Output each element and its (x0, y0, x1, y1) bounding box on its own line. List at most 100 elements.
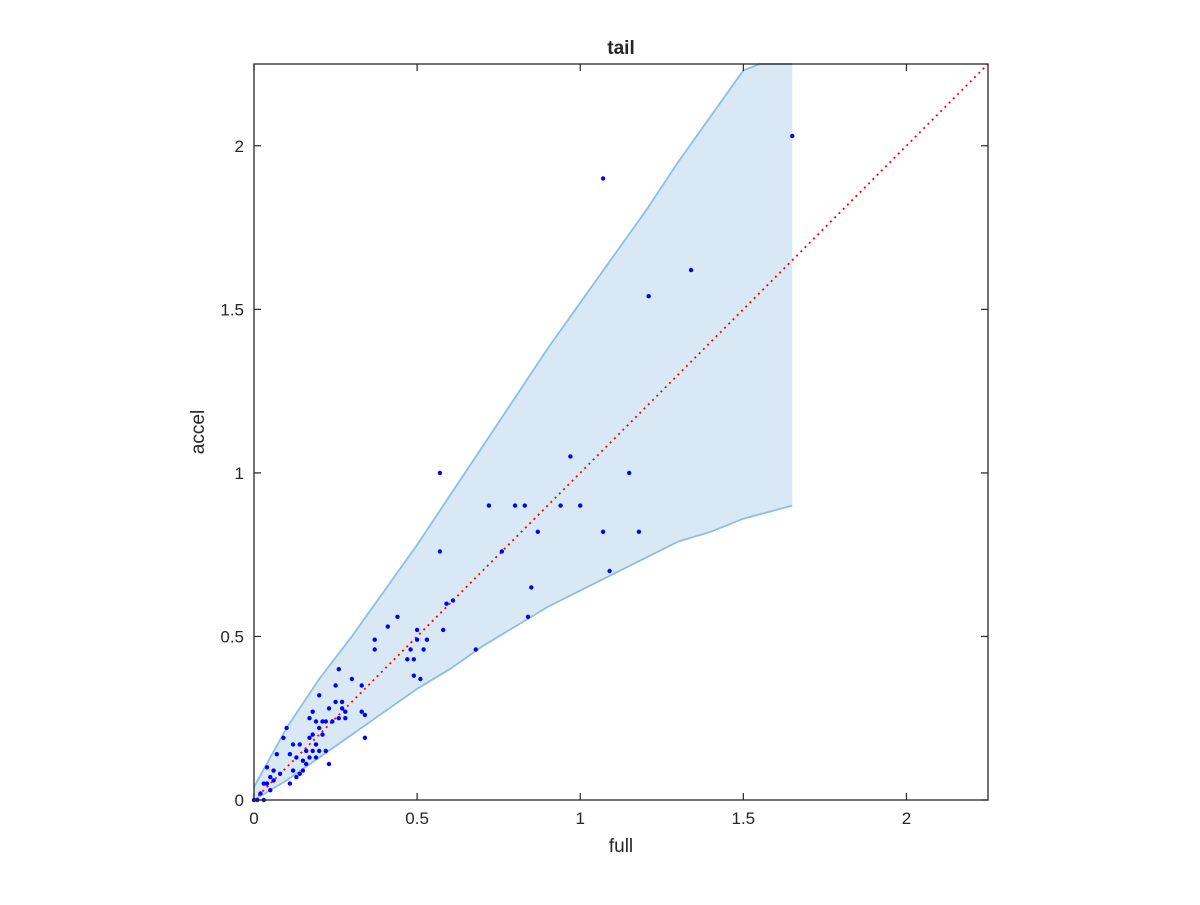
data-point (333, 683, 338, 688)
data-point (418, 676, 423, 682)
data-point (359, 683, 364, 688)
data-point (343, 716, 348, 721)
data-point (450, 598, 456, 603)
y-tick-label: 1 (235, 464, 244, 483)
data-point (287, 781, 293, 786)
chart-title: tail (607, 38, 634, 59)
data-point (473, 647, 478, 652)
data-point (268, 788, 273, 793)
data-point (300, 758, 306, 763)
band-layer (253, 63, 793, 801)
data-point (437, 549, 443, 554)
data-point (372, 637, 377, 642)
data-point (568, 454, 573, 459)
data-point (313, 719, 319, 724)
x-tick-label: 2 (902, 809, 911, 828)
data-point (359, 709, 364, 714)
band-fill (254, 64, 793, 800)
data-point (277, 771, 283, 776)
data-point (578, 503, 583, 508)
data-point (421, 647, 426, 652)
data-point (323, 719, 328, 724)
data-point (307, 716, 312, 721)
data-point (362, 712, 368, 718)
data-point (268, 774, 273, 780)
data-point (297, 771, 302, 776)
data-point (600, 529, 606, 534)
data-point (317, 725, 322, 731)
data-point (290, 768, 296, 773)
y-tick-label: 2 (235, 137, 244, 156)
data-point (414, 637, 420, 642)
data-point (499, 549, 505, 554)
data-point (294, 774, 299, 780)
data-point (304, 748, 309, 754)
data-point (317, 693, 322, 698)
data-point (326, 761, 332, 767)
data-point (688, 267, 694, 273)
data-point (395, 614, 400, 619)
axes-box (253, 63, 989, 801)
data-point (339, 699, 345, 705)
data-point (287, 752, 293, 757)
data-point (535, 529, 540, 534)
data-point (522, 503, 527, 508)
data-point (424, 637, 430, 642)
data-point (264, 781, 270, 786)
data-point (349, 676, 355, 682)
data-point (600, 176, 606, 181)
data-point (636, 529, 642, 534)
data-point (310, 748, 315, 754)
data-point (627, 470, 632, 476)
band-lower-edge (253, 504, 793, 801)
data-point (274, 752, 279, 757)
data-point (304, 761, 309, 767)
data-point (320, 719, 325, 724)
data-point (336, 716, 341, 721)
y-axis-label: accel (188, 410, 209, 454)
data-point (271, 768, 276, 773)
data-point (307, 735, 312, 740)
data-point (313, 755, 319, 760)
data-point (558, 503, 563, 508)
x-axis-label: full (609, 836, 633, 857)
data-point (408, 647, 413, 652)
data-point (405, 657, 410, 662)
data-point (343, 709, 348, 714)
data-point (529, 585, 534, 590)
data-point (310, 732, 315, 737)
data-point (411, 657, 416, 662)
x-tick-label: 1.5 (732, 809, 756, 828)
data-point (284, 725, 289, 731)
data-point (362, 735, 368, 740)
data-point (290, 742, 296, 747)
data-points-layer (251, 133, 795, 803)
data-point (385, 624, 390, 629)
data-point (317, 748, 322, 754)
data-point (414, 627, 420, 633)
band-upper-edge (253, 63, 793, 788)
data-point (320, 732, 325, 737)
data-point (336, 667, 341, 672)
x-tick-label: 1 (575, 809, 584, 828)
data-point (264, 765, 270, 770)
data-point (294, 755, 299, 760)
ticks-layer: 0 0.5 1 1.5 2 0 0.5 1 1.5 2 (220, 64, 988, 828)
data-point (271, 778, 276, 783)
y-tick-label: 0.5 (220, 627, 244, 646)
data-point (297, 742, 302, 747)
data-point (646, 294, 651, 299)
data-point (330, 719, 335, 724)
data-point (486, 503, 492, 508)
data-point (372, 647, 377, 652)
data-point (411, 673, 416, 678)
y-tick-label: 1.5 (220, 300, 244, 319)
data-point (326, 706, 332, 711)
data-point (333, 699, 338, 705)
data-point (313, 742, 319, 747)
data-point (307, 755, 312, 760)
data-point (525, 614, 531, 619)
data-point (790, 133, 795, 139)
